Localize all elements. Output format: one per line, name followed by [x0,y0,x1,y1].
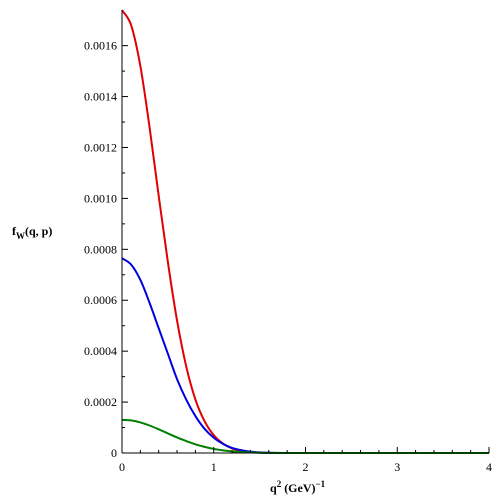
series-line-2 [121,257,489,454]
y-ticks: 0 0.0002 0.0004 0.0006 0.0008 0.0010 0.0012 0.0… [84,39,128,460]
y-tick-label: 0.0016 [84,39,117,53]
x-ticks: 0 1 2 3 4 [119,447,492,474]
x-tick-label: 0 [119,460,125,474]
x-tick-label: 3 [394,460,400,474]
y-tick-label: 0.0008 [84,242,117,256]
y-axis-title: fW(q, p) [12,224,52,241]
x-axis-title-sup: 2 [277,479,282,489]
x-axis-title-mid: (GeV) [281,481,315,495]
y-axis-title-base: f [12,224,17,238]
x-tick-label: 4 [486,460,492,474]
y-tick-label: 0 [111,446,117,460]
y-tick-label: 0.0006 [84,293,117,307]
y-axis-title-sub: W [16,231,25,241]
x-tick-label: 2 [303,460,309,474]
plot-area: 0 1 2 3 4 0 0.0002 0.0004 0.0006 0.0008 0.0010 0.0… [84,9,492,474]
y-tick-label: 0.0014 [84,90,117,104]
y-tick-label: 0.0010 [84,191,117,205]
y-tick-label: 0.0004 [84,344,117,358]
series-layer [121,9,489,454]
x-axis-title: q2 (GeV)−1 [270,479,326,495]
y-axis-title-rest: (q, p) [25,224,52,238]
series-line-1 [121,9,489,454]
x-axis-title-sup2: −1 [316,479,326,489]
y-tick-label: 0.0002 [84,395,117,409]
y-tick-label: 0.0012 [84,140,117,154]
x-axis-title-base: q [270,481,277,495]
x-tick-label: 1 [211,460,217,474]
